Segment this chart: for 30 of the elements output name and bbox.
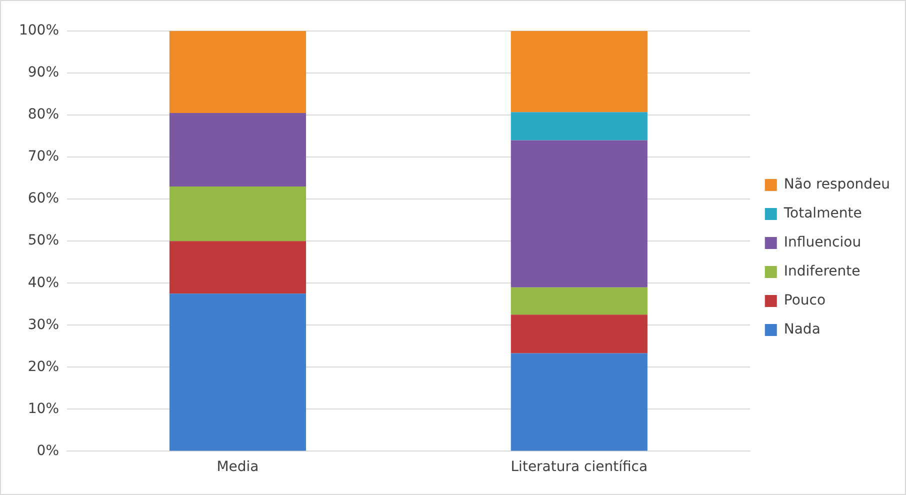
legend-label: Indiferente	[784, 264, 860, 280]
bar	[169, 294, 306, 451]
y-tick-label: 80%	[28, 106, 60, 123]
legend-label: Pouco	[784, 292, 826, 309]
legend-label: Totalmente	[782, 206, 862, 222]
y-tick-label: 90%	[28, 64, 60, 81]
bar	[169, 241, 306, 294]
y-tick-label: 0%	[36, 442, 60, 459]
bar	[510, 140, 648, 288]
bar	[169, 186, 306, 242]
y-tick-label: 100%	[18, 22, 60, 39]
legend-label: Influenciou	[784, 234, 862, 251]
x-tick-label: Literatura científica	[510, 459, 648, 476]
bar	[510, 287, 648, 315]
bar	[510, 314, 648, 354]
x-tick-label: Media	[216, 459, 259, 476]
y-tick-label: 20%	[28, 358, 60, 375]
y-tick-label: 30%	[28, 316, 60, 333]
y-tick-label: 40%	[28, 274, 60, 291]
bar	[510, 112, 648, 140]
bar	[169, 31, 306, 113]
legend-label: Não respondeu	[784, 176, 890, 193]
y-tick-label: 10%	[28, 400, 60, 417]
legend-label: Nada	[784, 322, 820, 338]
y-tick-label: 50%	[28, 232, 60, 249]
bar	[510, 353, 648, 451]
bar	[169, 112, 306, 186]
y-tick-label: 60%	[28, 190, 60, 207]
y-tick-label: 70%	[28, 148, 60, 165]
bar	[510, 31, 648, 112]
